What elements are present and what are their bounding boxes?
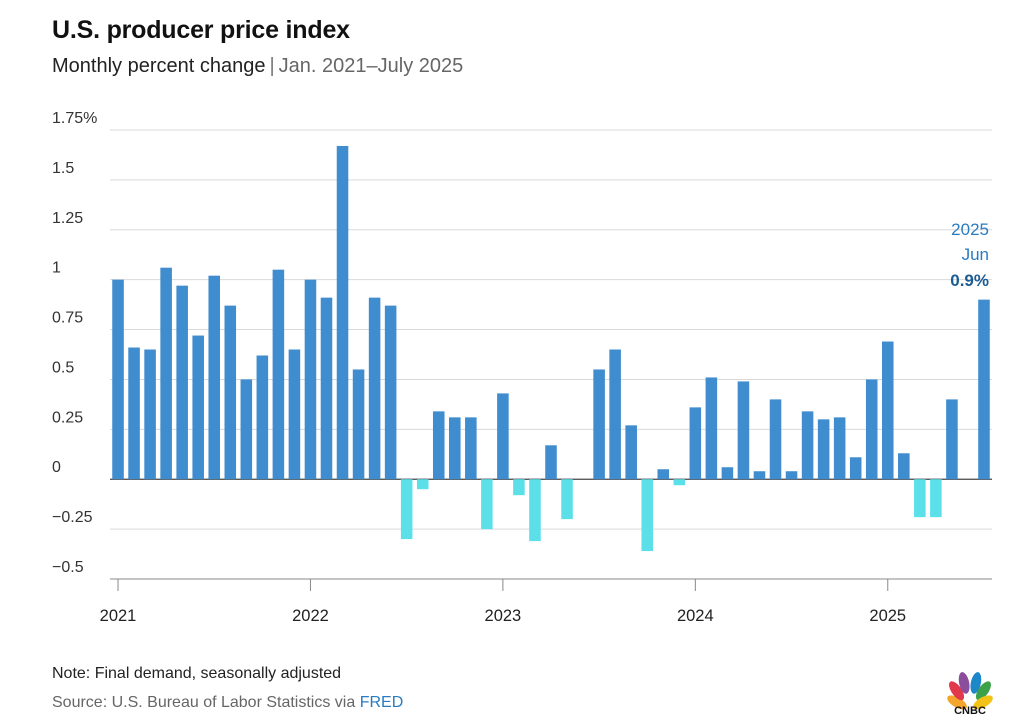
bar-2024-06 — [769, 399, 782, 480]
bar-2024-08 — [801, 411, 814, 480]
bar-2022-03 — [336, 145, 349, 480]
bar-2023-04 — [545, 445, 557, 480]
fred-link[interactable]: FRED — [359, 694, 404, 711]
bar-2021-12 — [288, 349, 301, 480]
bar-2021-03 — [144, 349, 156, 480]
bar-2023-07 — [593, 369, 605, 480]
x-tick-label: 2022 — [292, 607, 329, 625]
x-tick-label: 2025 — [869, 607, 906, 625]
bar-2022-09 — [432, 411, 445, 480]
bar-2025-03 — [914, 479, 926, 518]
bar-2024-07 — [785, 471, 798, 480]
y-tick-label: 1.75% — [52, 110, 97, 127]
bar-2023-09 — [625, 425, 637, 480]
y-tick-label: 0.5 — [52, 359, 74, 376]
bar-2024-03 — [721, 467, 734, 480]
bar-2025-04 — [930, 479, 942, 518]
x-tick-label: 2024 — [677, 607, 714, 625]
bar-2022-10 — [449, 417, 461, 480]
y-axis-tick-labels: 1.75% 1.5 1.25 1 0.75 0.5 0.25 0 −0.25 −0.5 — [52, 110, 97, 576]
y-tick-label: 0.75 — [52, 310, 83, 327]
chart-subtitle: Monthly percent change | Jan. 2021–July 20… — [52, 55, 463, 78]
y-tick-label: 0.25 — [52, 409, 83, 426]
chart-title: U.S. producer price index — [52, 16, 350, 44]
bar-2024-09 — [817, 419, 830, 480]
bar-2021-09 — [240, 379, 253, 480]
bar-2022-08 — [416, 479, 429, 490]
bar-2025-07 — [978, 299, 990, 480]
bar-2023-10 — [641, 479, 653, 552]
y-tick-label: 1.5 — [52, 160, 74, 177]
subtitle-date-range: Jan. 2021–July 2025 — [278, 55, 464, 77]
bar-2023-02 — [513, 479, 525, 496]
bar-2022-01 — [304, 279, 317, 480]
x-tick-label: 2023 — [485, 607, 522, 625]
subtitle-separator: | — [269, 55, 275, 77]
bar-2022-07 — [400, 479, 413, 540]
annotation-month: Jun — [962, 245, 989, 264]
source-text: Source: U.S. Bureau of Labor Statistics … — [52, 694, 360, 711]
bar-2021-04 — [160, 267, 172, 480]
bar-2024-05 — [753, 471, 766, 480]
source-line: Source: U.S. Bureau of Labor Statistics … — [52, 694, 403, 712]
bar-2023-12 — [673, 479, 686, 486]
bar-2021-05 — [176, 285, 188, 480]
y-tick-label: −0.5 — [52, 559, 84, 576]
subtitle-main: Monthly percent change — [52, 55, 266, 77]
bar-2025-02 — [898, 453, 910, 480]
bar-2021-08 — [224, 305, 237, 480]
y-tick-label: 1 — [52, 260, 61, 277]
peacock-icon — [947, 672, 993, 710]
bar-2021-10 — [256, 355, 269, 480]
annotation-year: 2025 — [951, 220, 989, 239]
bar-2021-01 — [112, 279, 124, 480]
cnbc-logo: CNBC — [947, 672, 993, 716]
bar-2023-05 — [561, 479, 573, 520]
bar-2023-01 — [497, 393, 509, 480]
bar-2025-05 — [946, 399, 958, 480]
footnote: Note: Final demand, seasonally adjusted — [52, 665, 342, 682]
y-tick-label: 0 — [52, 459, 61, 476]
x-axis: 2021 2022 2023 2024 2025 — [100, 578, 992, 625]
bar-2022-05 — [368, 297, 381, 480]
y-tick-label: −0.25 — [52, 509, 93, 526]
bar-2024-11 — [849, 457, 862, 480]
bar-2022-12 — [481, 479, 493, 530]
bar-2022-11 — [465, 417, 477, 480]
bar-2024-01 — [689, 407, 702, 480]
annotation-value: 0.9% — [950, 271, 989, 290]
bar-2021-02 — [128, 347, 140, 480]
bar-2022-04 — [352, 369, 365, 480]
bar-2021-07 — [208, 275, 221, 480]
logo-wordmark: CNBC — [954, 705, 986, 716]
bar-2023-03 — [529, 479, 541, 542]
bar-2023-11 — [657, 469, 670, 480]
x-tick-label: 2021 — [100, 607, 137, 625]
latest-value-annotation: 2025 Jun 0.9% — [950, 220, 989, 290]
bar-2024-02 — [705, 377, 718, 480]
bar-2022-06 — [384, 305, 397, 480]
bar-2024-10 — [833, 417, 846, 480]
bars — [112, 145, 990, 552]
bar-2023-08 — [609, 349, 621, 480]
y-tick-label: 1.25 — [52, 210, 83, 227]
bar-2024-12 — [865, 379, 878, 480]
bar-2024-04 — [737, 381, 750, 480]
bar-2021-11 — [272, 269, 285, 480]
bar-2025-01 — [881, 341, 894, 480]
bar-2021-06 — [192, 335, 204, 480]
gridlines — [110, 129, 992, 580]
bar-2022-02 — [320, 297, 333, 480]
